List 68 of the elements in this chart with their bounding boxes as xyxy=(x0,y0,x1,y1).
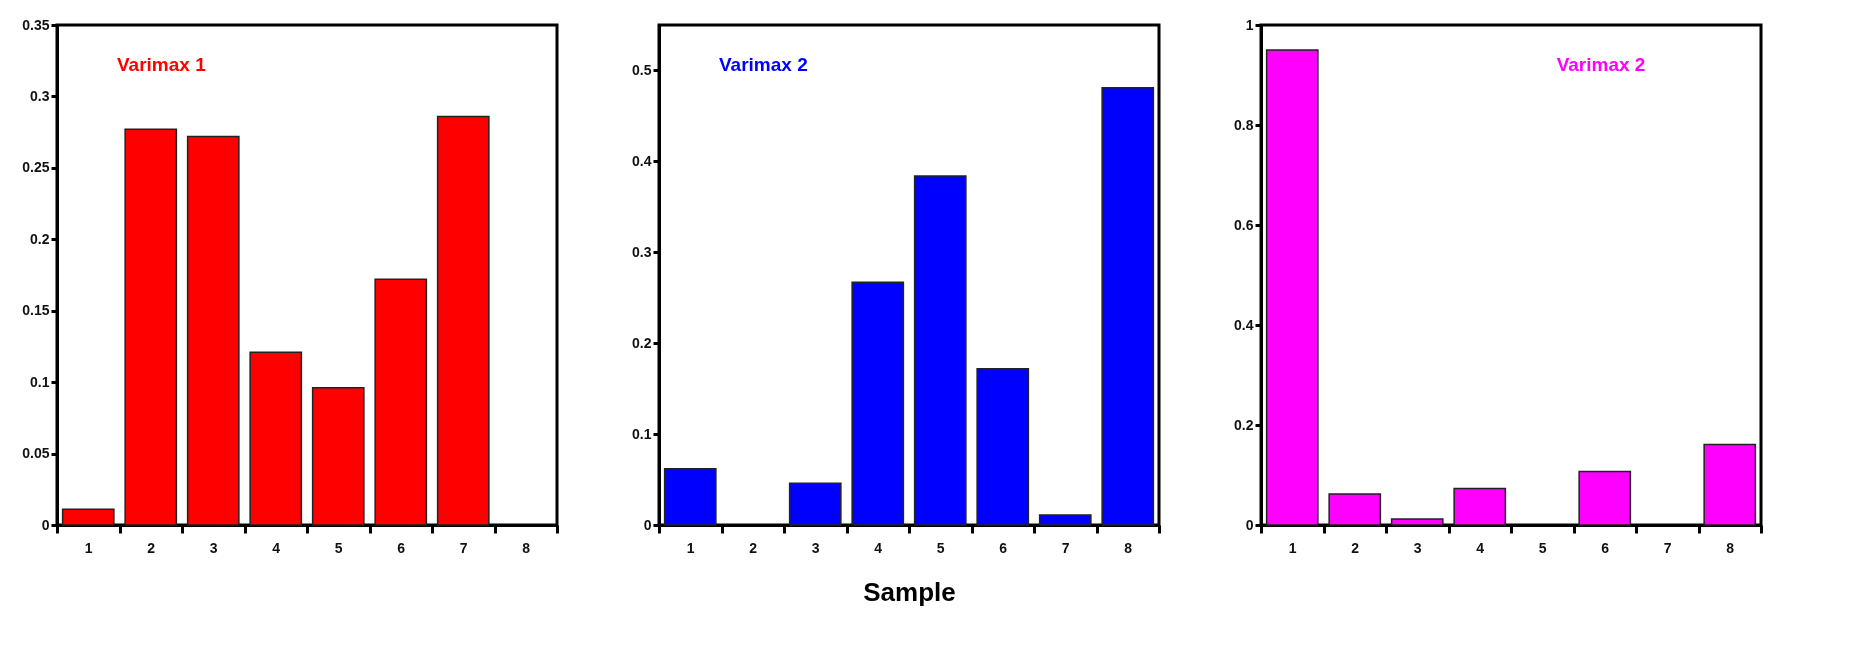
bar xyxy=(249,351,303,526)
y-tick-label: 0.4 xyxy=(1234,316,1254,333)
bar xyxy=(311,387,365,526)
y-tick-label: 0.1 xyxy=(632,425,652,442)
bar xyxy=(1578,470,1632,526)
y-tick-label: 0.05 xyxy=(22,445,50,462)
y-tick-label: 0.8 xyxy=(1234,116,1254,133)
x-tick-label: 5 xyxy=(1538,539,1547,556)
y-tick-label: 0.2 xyxy=(632,334,652,351)
bar xyxy=(124,128,178,526)
y-tick-label: 0.35 xyxy=(22,16,50,33)
x-tick-label: 8 xyxy=(1726,539,1735,556)
bar xyxy=(374,278,428,526)
y-tick-label: 0.5 xyxy=(632,61,652,78)
x-tick-label: 1 xyxy=(1288,539,1297,556)
x-tick-label: 7 xyxy=(459,539,468,556)
bar xyxy=(1265,49,1319,526)
bar xyxy=(851,281,905,526)
y-tick-label: 0 xyxy=(643,516,652,533)
annotation: Varimax 2 xyxy=(719,54,808,75)
y-tick-label: 0.1 xyxy=(30,373,50,390)
x-tick-label: 6 xyxy=(397,539,406,556)
annotation: Varimax 2 xyxy=(1556,54,1646,75)
bar xyxy=(186,135,240,526)
x-tick-label: 4 xyxy=(874,539,883,556)
y-tick-label: 0.6 xyxy=(1234,216,1254,233)
x-tick-label: 3 xyxy=(811,539,820,556)
bar xyxy=(1328,493,1382,526)
y-tick-label: 0.15 xyxy=(22,302,50,319)
x-tick-label: 4 xyxy=(1476,539,1485,556)
y-tick-label: 0.3 xyxy=(632,243,652,260)
x-tick-label: 3 xyxy=(209,539,218,556)
bar xyxy=(1101,86,1155,526)
x-tick-label: 6 xyxy=(999,539,1008,556)
x-tick-label: 1 xyxy=(84,539,93,556)
y-tick-label: 1 xyxy=(1245,16,1254,33)
x-tick-label: 2 xyxy=(147,539,156,556)
bar xyxy=(913,175,967,526)
annotation: Varimax 1 xyxy=(117,54,207,75)
x-tick-label: 6 xyxy=(1601,539,1610,556)
bar xyxy=(788,482,842,526)
y-tick-label: 0 xyxy=(1245,516,1254,533)
y-tick-label: 0.3 xyxy=(30,87,50,104)
y-tick-label: 0 xyxy=(41,516,50,533)
bar xyxy=(663,467,717,526)
y-tick-label: 0.2 xyxy=(1234,416,1254,433)
bar xyxy=(1038,514,1092,526)
x-tick-label: 7 xyxy=(1061,539,1070,556)
y-tick-label: 0.2 xyxy=(30,230,50,247)
x-tick-label: 3 xyxy=(1413,539,1422,556)
bar xyxy=(1453,487,1507,526)
x-tick-label: 5 xyxy=(936,539,945,556)
x-tick-label: 8 xyxy=(522,539,531,556)
x-axis-title: Sample xyxy=(863,576,956,607)
x-tick-label: 2 xyxy=(1351,539,1360,556)
y-tick-label: 0.4 xyxy=(632,152,652,169)
x-tick-label: 5 xyxy=(334,539,343,556)
bar xyxy=(976,367,1030,526)
x-tick-label: 4 xyxy=(272,539,281,556)
x-tick-label: 1 xyxy=(686,539,695,556)
x-tick-label: 8 xyxy=(1124,539,1133,556)
bar xyxy=(1703,443,1757,526)
x-tick-label: 7 xyxy=(1663,539,1672,556)
y-tick-label: 0.25 xyxy=(22,159,50,176)
bar xyxy=(61,508,115,526)
bar xyxy=(1390,518,1444,526)
x-tick-label: 2 xyxy=(749,539,758,556)
bar xyxy=(436,115,490,526)
